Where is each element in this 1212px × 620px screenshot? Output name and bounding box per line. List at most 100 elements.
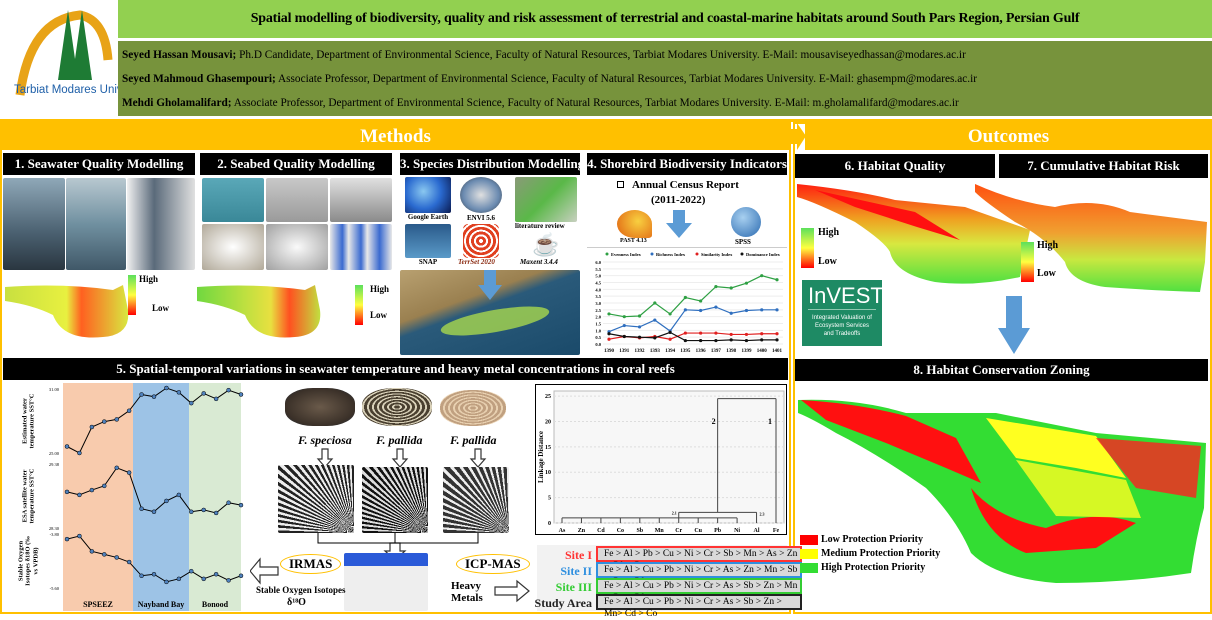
- species-label: F. speciosa: [298, 433, 352, 447]
- legend-label: Medium Protection Priority: [821, 548, 941, 559]
- outcomes-header: Outcomes: [805, 123, 1212, 150]
- y-tick-label: 31.00: [49, 387, 60, 392]
- data-point: [637, 335, 642, 339]
- y-tick-label: 5: [548, 496, 551, 502]
- legend-high: High: [139, 274, 159, 284]
- temperature-isotope-chart: SPSEEZ Nayband Bay Bonood 31.00 25.00 29.38 28…: [49, 383, 244, 611]
- data-point: [114, 465, 119, 471]
- x-tick-label: 1400: [757, 349, 768, 354]
- sample-vials-photo: [344, 553, 428, 611]
- data-point: [760, 338, 764, 342]
- data-point: [226, 500, 231, 505]
- section-2-header: 2. Seabed Quality Modelling: [200, 153, 392, 175]
- site-sequence: Fe > Al > Pb > Cu > Ni > Cr > Sb > Mn > …: [596, 546, 802, 571]
- invest-wordmark: InVEST: [808, 283, 884, 310]
- coral-xray-image: [362, 467, 428, 533]
- arrow-right-icon: [789, 123, 806, 150]
- data-point: [699, 299, 703, 303]
- y-tick-label: 1.0: [595, 328, 601, 333]
- x-tick-label: Fe: [773, 528, 780, 534]
- isotopes-label: Stable Oxygen Isotopes: [256, 585, 346, 595]
- field-photo: [3, 178, 65, 270]
- title-bar: Spatial modelling of biodiversity, quali…: [118, 0, 1212, 38]
- data-point: [126, 408, 132, 413]
- tool-label: SPSS: [735, 238, 751, 246]
- legend-marker: [695, 252, 699, 256]
- y-axis-label: ESA satellite water temperature SST°C: [20, 468, 36, 524]
- data-point: [607, 337, 611, 341]
- gradient-legend: [355, 285, 363, 325]
- data-point: [226, 387, 231, 393]
- legend-marker: [605, 252, 609, 256]
- region-label: Nayband Bay: [138, 600, 184, 609]
- data-point: [89, 549, 95, 554]
- data-point: [607, 312, 611, 316]
- snap-icon: [405, 224, 451, 258]
- legend-swatch: [800, 548, 818, 559]
- legend-label: Similarity Index: [701, 252, 733, 257]
- data-point: [201, 507, 206, 513]
- site-label: Site III: [555, 580, 592, 594]
- x-tick-label: 1395: [680, 349, 691, 354]
- data-point: [189, 400, 194, 406]
- methods-header: Methods: [0, 123, 791, 150]
- data-point: [744, 338, 749, 343]
- data-point: [699, 331, 703, 335]
- java-icon: ☕: [532, 232, 560, 257]
- data-point: [176, 492, 182, 498]
- legend-swatch: [800, 534, 818, 545]
- census-period: (2011-2022): [651, 194, 706, 206]
- site-label: Study Area: [534, 596, 592, 610]
- cluster-label: 2.1: [672, 510, 677, 515]
- field-photo: [66, 178, 126, 270]
- x-tick-label: Pb: [714, 528, 722, 534]
- y-tick-label: 29.38: [49, 462, 60, 467]
- coral-xray-image: [278, 465, 354, 533]
- tool-label: Maxent 3.4.4: [520, 258, 558, 266]
- data-point: [189, 568, 194, 574]
- tool-label: Google Earth: [407, 213, 449, 221]
- cluster-label: 1: [768, 417, 772, 426]
- data-point: [653, 336, 657, 340]
- data-point: [114, 555, 119, 560]
- species-label: F. pallida: [450, 433, 497, 447]
- data-point: [699, 338, 703, 343]
- y-tick-label: 5.5: [595, 267, 601, 272]
- y-tick-label: 0: [548, 521, 551, 527]
- section-4-header: 4. Shorebird Biodiversity Indicators: [587, 153, 787, 175]
- author-name: Mehdi Gholamalifard;: [122, 97, 232, 109]
- legend-label: Evenness Index: [611, 252, 642, 257]
- x-tick-label: 1396: [696, 349, 707, 354]
- x-tick-label: Al: [754, 528, 760, 534]
- data-point: [775, 278, 779, 282]
- literature-map: [515, 177, 577, 222]
- y-tick-label: 25.00: [49, 451, 60, 456]
- data-point: [176, 390, 182, 395]
- seabed-photo: [202, 178, 264, 222]
- x-tick-label: Cd: [597, 528, 605, 534]
- data-point: [775, 338, 779, 342]
- legend-low: Low: [1037, 268, 1056, 279]
- author-row: Seyed Hassan Mousavi; Ph.D Candidate, De…: [122, 43, 1208, 67]
- arrow-down-icon: [666, 210, 692, 238]
- logo-text: Tarbiat Modares University: [14, 84, 151, 96]
- author-name: Seyed Mahmoud Ghasempouri;: [122, 73, 276, 85]
- seabed-quality-map: [197, 285, 321, 338]
- plot-area: [553, 390, 785, 524]
- legend-item: Medium Protection Priority: [800, 548, 940, 562]
- icp-label: ICP-MAS: [456, 554, 530, 574]
- data-point: [714, 331, 718, 335]
- coral-xray-image: [443, 467, 509, 533]
- y-tick-label: 2.5: [595, 308, 601, 313]
- sample-tubes-photo: [330, 224, 392, 270]
- data-point: [64, 444, 70, 449]
- x-tick-label: Cr: [675, 528, 682, 534]
- mortar-photo: [202, 224, 264, 270]
- site-sequence: Fe > Al > Cu > Pb > Ni > Cr > As > Sb > …: [596, 594, 802, 619]
- data-point: [77, 533, 82, 539]
- data-point: [683, 338, 687, 343]
- irmas-label: IRMAS: [280, 554, 342, 574]
- region-band: [133, 383, 189, 611]
- past-logo: [617, 210, 652, 238]
- site-row: Study Area Fe > Al > Cu > Pb > Ni > Cr > …: [535, 594, 802, 619]
